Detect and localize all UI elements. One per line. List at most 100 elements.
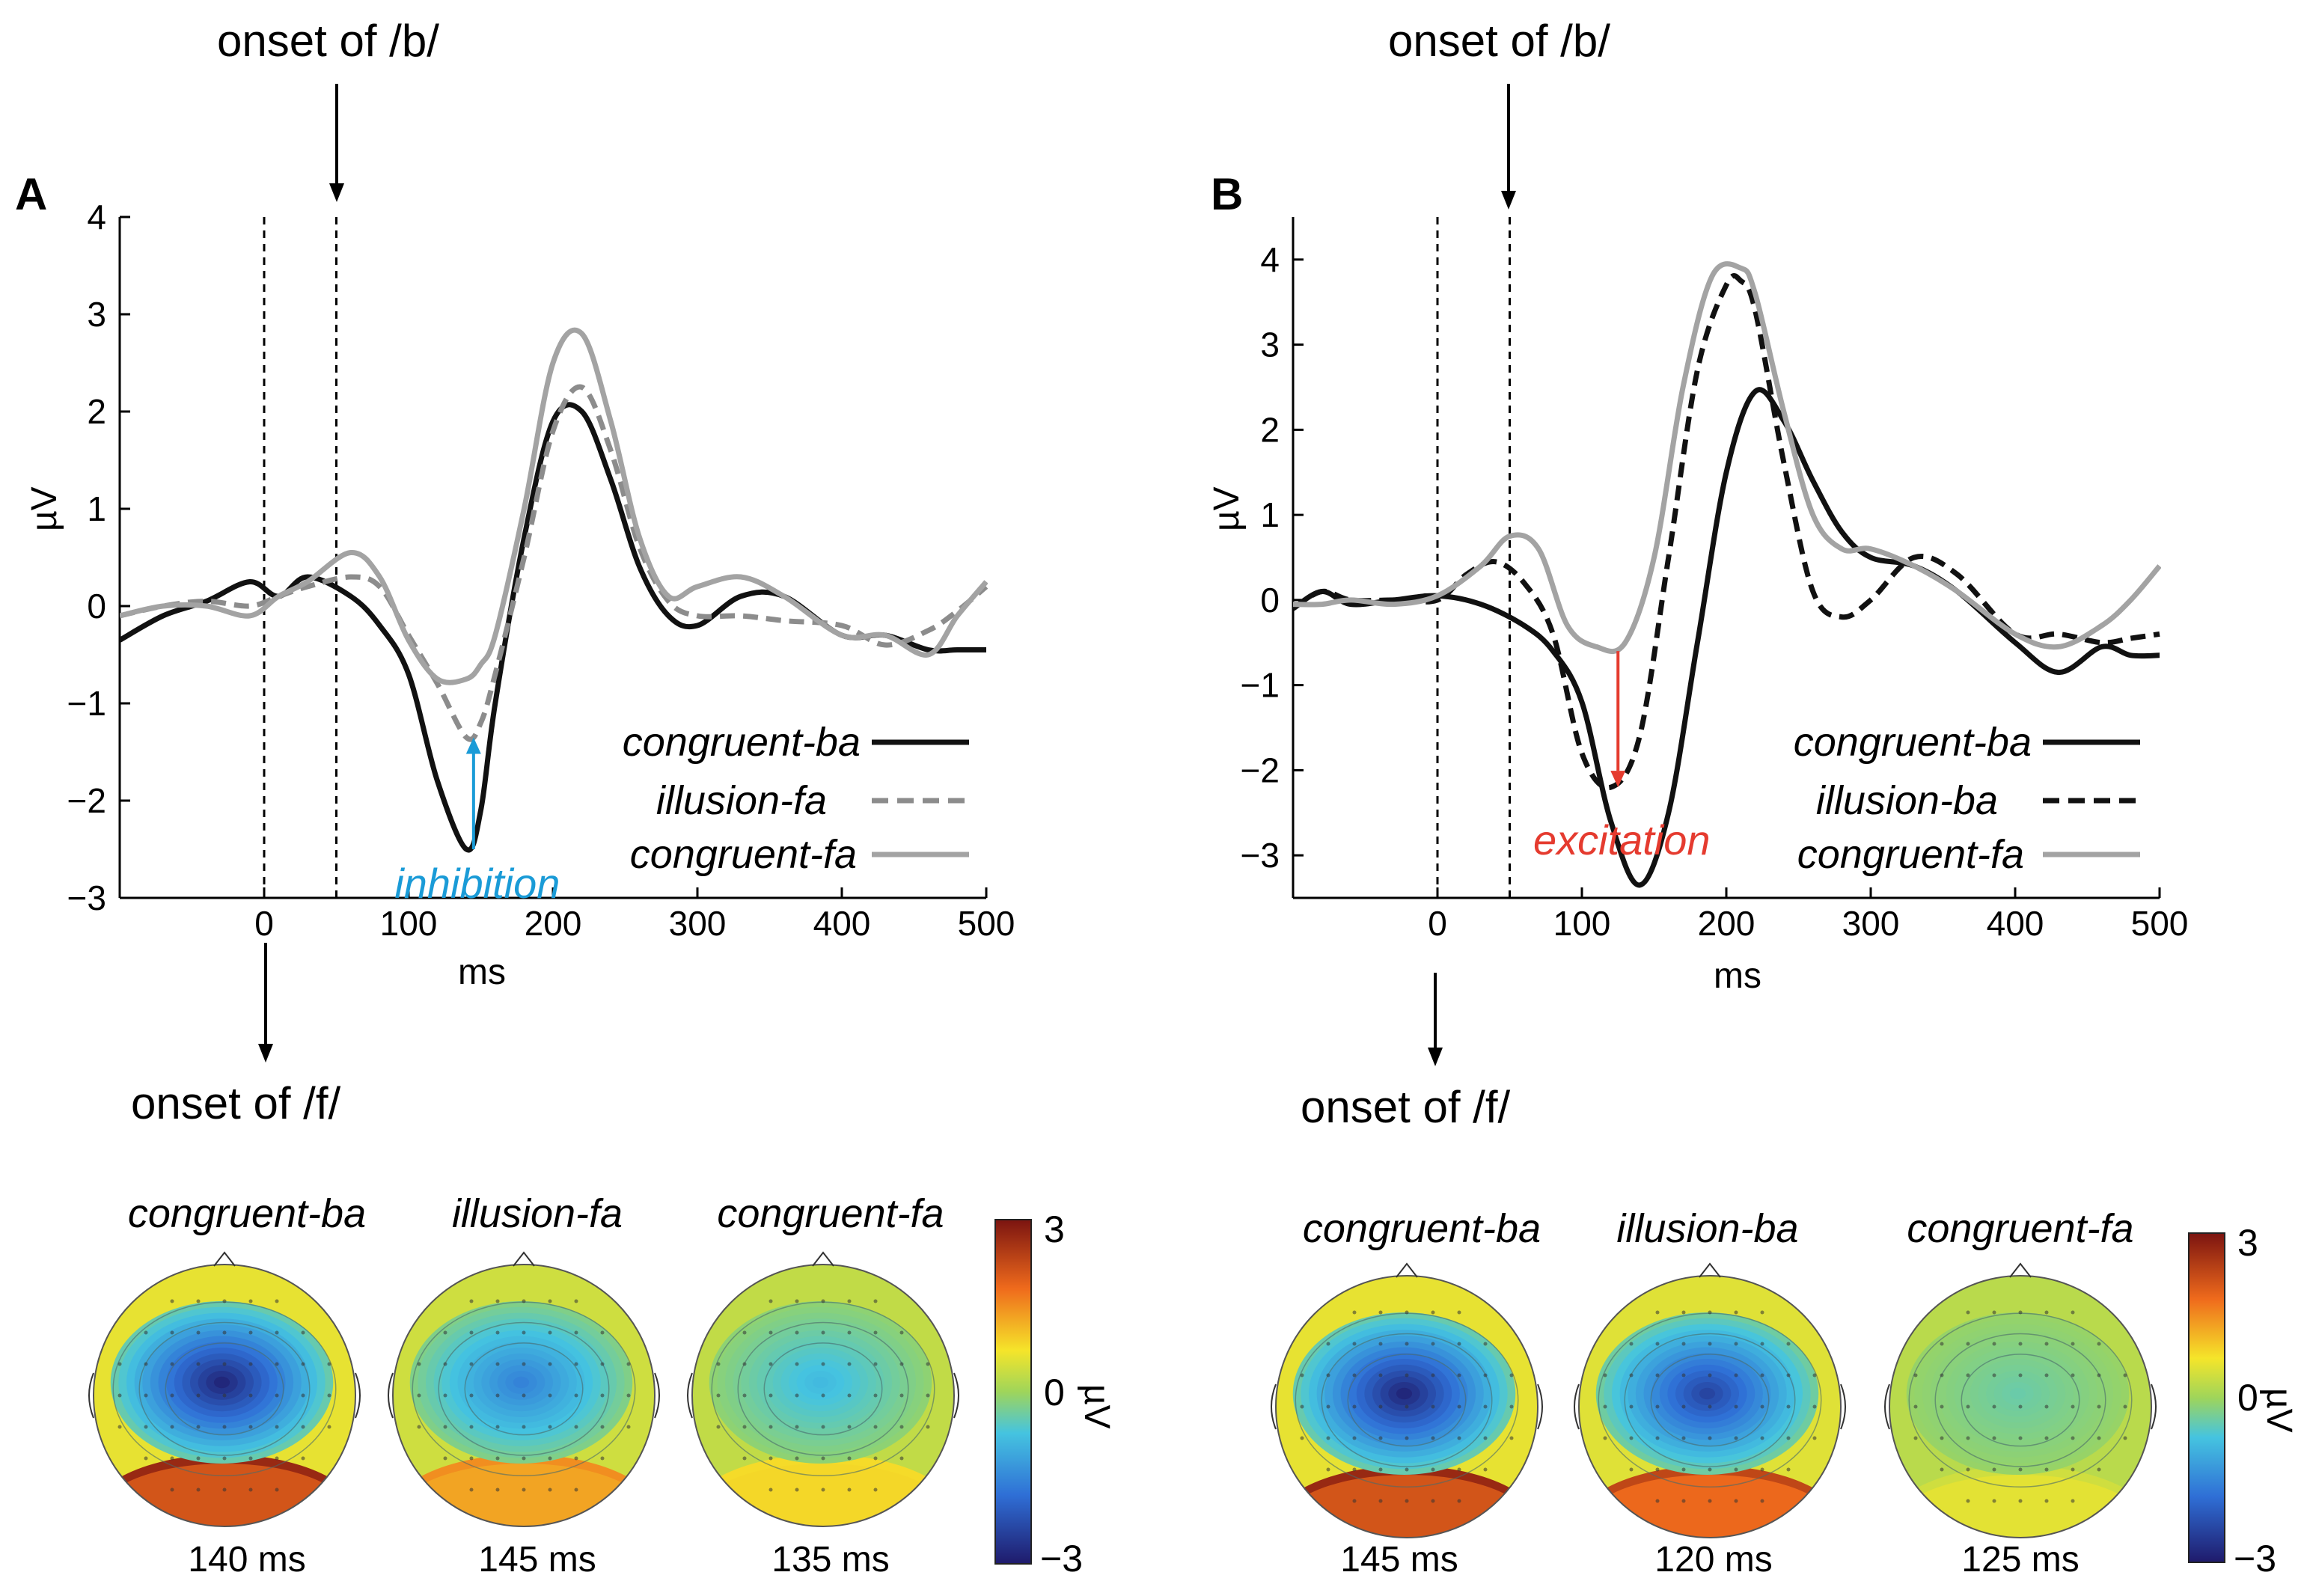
panel-a-xtick-label: 100 xyxy=(380,904,438,943)
topomap-electrode xyxy=(301,1362,305,1366)
topomap-electrode xyxy=(2018,1310,2023,1315)
topomap-right-ear xyxy=(1840,1383,1846,1430)
topomap-electrode xyxy=(275,1362,279,1366)
topomap-electrode xyxy=(495,1393,500,1398)
topomap-electrode xyxy=(847,1425,852,1429)
topomap-field xyxy=(1276,1310,1538,1538)
topomap-electrode xyxy=(1734,1436,1738,1440)
topomap-contour-line xyxy=(1650,1354,1770,1447)
topomap-electrode xyxy=(1326,1436,1330,1440)
legend-b-illusion-ba: illusion-ba xyxy=(1816,778,1998,823)
topomap-electrode xyxy=(1940,1404,1944,1409)
colorbar-b-max: 3 xyxy=(2237,1222,2258,1264)
topomap-electrode xyxy=(2123,1373,2127,1378)
topomap-contour-band xyxy=(1396,1387,1413,1400)
topomap-b-illusion-ba xyxy=(1574,1262,1846,1538)
panel-a-onset-b-arrowhead xyxy=(329,183,344,202)
topomap-electrode xyxy=(1760,1436,1764,1440)
topomap-electrode xyxy=(417,1425,421,1429)
topomap-electrode xyxy=(1655,1373,1660,1378)
topomap-electrode xyxy=(873,1456,878,1461)
topomap-electrode xyxy=(1352,1499,1357,1503)
topomap-electrode xyxy=(1760,1310,1764,1315)
topomap-electrode xyxy=(1629,1436,1634,1440)
topomap-electrode xyxy=(795,1330,799,1335)
topomap-electrode xyxy=(1603,1436,1607,1440)
topomap-electrode xyxy=(742,1362,747,1366)
panel-b-onset-b-label: onset of /b/ xyxy=(1388,16,1610,66)
panel-a-xtick-label: 200 xyxy=(525,904,582,943)
topomap-electrode xyxy=(847,1330,852,1335)
topomap-electrode xyxy=(196,1299,201,1303)
topomap-electrode xyxy=(1681,1310,1686,1315)
topomap-electrode xyxy=(2071,1499,2075,1503)
topomap-electrode xyxy=(1457,1467,1461,1472)
topomap-contour-band xyxy=(513,1376,530,1389)
colorbar-a-max: 3 xyxy=(1044,1208,1065,1250)
topomap-electrode xyxy=(2018,1436,2023,1440)
topomap-electrode xyxy=(548,1362,552,1366)
topomap-electrode xyxy=(1655,1404,1660,1409)
topomap-posterior-band xyxy=(698,1464,948,1526)
topomap-electrode xyxy=(1734,1499,1738,1503)
topomap-electrode xyxy=(1760,1373,1764,1378)
topomap-electrode xyxy=(821,1362,825,1366)
topomap-electrode xyxy=(873,1330,878,1335)
topomap-electrode xyxy=(1405,1499,1409,1503)
topomap-electrode xyxy=(1457,1342,1461,1346)
panel-b-xtick-label: 200 xyxy=(1698,904,1755,943)
topomap-contour-line xyxy=(1321,1333,1493,1467)
topomap-electrode xyxy=(275,1456,279,1461)
topomap-electrode xyxy=(821,1488,825,1492)
topomaps-a: congruent-ba illusion-fa congruent-fa 14… xyxy=(88,1191,1116,1580)
panel-a-line-congruent-fa xyxy=(120,327,988,685)
topomap-contour-band xyxy=(1699,1387,1716,1400)
topomap-electrode xyxy=(768,1330,773,1335)
topomap-electrode xyxy=(1708,1373,1712,1378)
topomap-electrode xyxy=(2097,1342,2101,1346)
topomap-electrode xyxy=(469,1488,474,1492)
topomap-electrode xyxy=(1431,1310,1435,1315)
topomap-electrode xyxy=(847,1393,852,1398)
topomap-electrode xyxy=(847,1456,852,1461)
legend-b-congruent-ba: congruent-ba xyxy=(1794,720,2032,765)
topomap-left-ear xyxy=(1271,1383,1277,1430)
panel-a: A onset of /b/ onset of /f/ 4 3 2 1 0 −1 −2 −3 0… xyxy=(15,16,1015,1128)
topomap-electrode xyxy=(170,1425,174,1429)
topomap-electrode xyxy=(1708,1404,1712,1409)
topomap-contour-band xyxy=(812,1376,829,1389)
topomap-electrode xyxy=(821,1330,825,1335)
topomap-posterior-band xyxy=(1895,1475,2145,1538)
topomap-electrode xyxy=(170,1362,174,1366)
topomap-electrode xyxy=(1509,1373,1514,1378)
topomap-right-ear xyxy=(2151,1383,2157,1430)
topomap-electrode xyxy=(443,1393,447,1398)
topomap-electrode xyxy=(821,1393,825,1398)
topomap-contour-line xyxy=(138,1321,311,1456)
topomap-electrode xyxy=(2097,1467,2101,1472)
topomap-electrode xyxy=(1326,1342,1330,1346)
topomap-electrode xyxy=(1326,1373,1330,1378)
topomap-electrode xyxy=(742,1456,747,1461)
topomap-electrode xyxy=(548,1299,552,1303)
topomap-electrode xyxy=(1681,1404,1686,1409)
topomap-contour-line xyxy=(1347,1354,1467,1447)
panel-a-ytick-label: 1 xyxy=(87,489,106,528)
topomap-electrode xyxy=(301,1330,305,1335)
topomap-electrode xyxy=(301,1425,305,1429)
topomap-electrode xyxy=(574,1456,578,1461)
legend-b-congruent-fa: congruent-fa xyxy=(1797,832,2024,877)
topomap-electrode xyxy=(1629,1404,1634,1409)
topomap-electrode xyxy=(873,1299,878,1303)
topomap-electrode xyxy=(1681,1499,1686,1503)
panel-b-line-congruent-fa xyxy=(1293,261,2161,654)
topomap-electrode xyxy=(1734,1467,1738,1472)
topo-a2-time: 145 ms xyxy=(478,1540,596,1580)
panel-b-annotation: excitation xyxy=(1533,651,1711,863)
topomap-electrode xyxy=(1786,1373,1791,1378)
topomap-electrode xyxy=(2097,1404,2101,1409)
topomap-electrode xyxy=(1734,1310,1738,1315)
topomap-electrode xyxy=(1405,1404,1409,1409)
topomap-electrode xyxy=(1681,1373,1686,1378)
panel-b-xtick-label: 100 xyxy=(1553,904,1611,943)
